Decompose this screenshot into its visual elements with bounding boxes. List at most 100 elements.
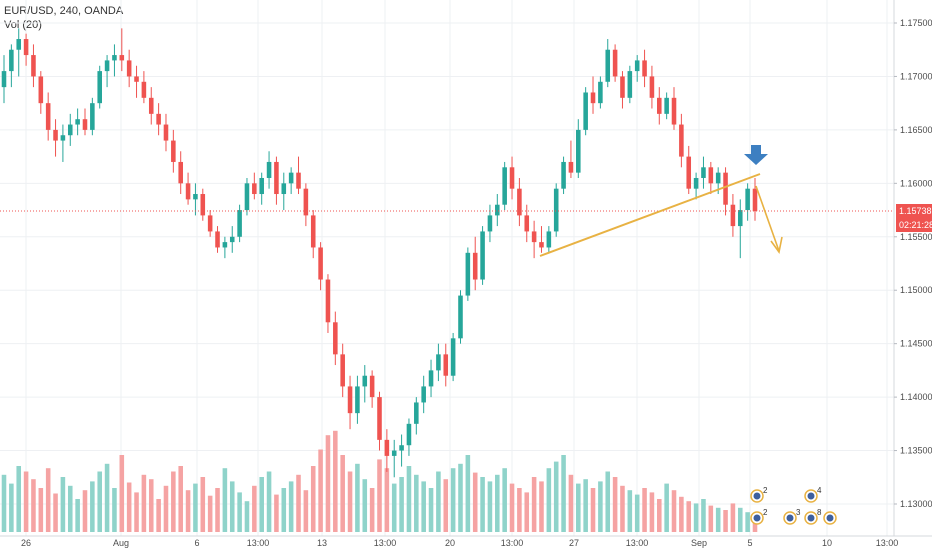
volume-bar	[620, 485, 625, 532]
event-count: 2	[763, 508, 768, 517]
volume-bar	[487, 481, 493, 532]
candle-body	[148, 97, 154, 114]
candle	[75, 108, 80, 136]
volume-bar	[414, 474, 419, 532]
candle	[657, 87, 662, 125]
candle	[229, 226, 235, 253]
candle-body	[627, 71, 633, 98]
candle	[355, 375, 360, 424]
candle-body	[472, 252, 478, 280]
candle	[303, 183, 309, 227]
volume-bar	[737, 507, 743, 532]
volume-bar	[708, 505, 714, 532]
candle	[686, 145, 692, 195]
candle-body	[45, 103, 51, 130]
candle-body	[384, 439, 390, 456]
candle	[465, 247, 471, 301]
volume-bar	[274, 494, 279, 532]
candle-body	[1, 71, 7, 88]
candle-body	[53, 129, 58, 141]
price-axis[interactable]: 1.17500 1.17000 1.16500 1.16000 1.15500 1.150…	[893, 0, 932, 536]
volume-bar	[178, 466, 183, 532]
volume-bar	[97, 471, 102, 532]
trendline[interactable]	[539, 173, 761, 257]
y-tick-label: 1.17000	[900, 71, 932, 81]
volume-bar	[723, 510, 728, 532]
candle-body	[612, 49, 618, 77]
candle	[443, 343, 449, 387]
candle	[406, 418, 412, 456]
candle-body	[200, 194, 206, 216]
candle-body	[752, 188, 758, 212]
price-tag-value: 1.15738	[899, 206, 932, 216]
candle	[414, 397, 419, 435]
candle-body	[355, 386, 360, 414]
volume-bar	[244, 501, 250, 532]
time-axis[interactable]: 26 Aug 6 13:00 13 13:00 20 13:00 27 13:00 Sep 5 10 13…	[0, 535, 932, 548]
candle	[193, 183, 198, 216]
candle	[119, 28, 125, 72]
candle	[200, 188, 206, 221]
candle	[215, 226, 220, 253]
candle	[708, 161, 714, 195]
candle	[38, 71, 44, 114]
y-tick-label: 1.14500	[900, 339, 932, 349]
volume-bar	[517, 488, 522, 532]
candle-body	[590, 92, 596, 104]
candle-body	[266, 161, 272, 178]
volume-bar	[1, 474, 7, 532]
candle	[553, 183, 559, 237]
volume-bar	[75, 499, 80, 532]
candle	[141, 71, 147, 104]
candle-body	[347, 386, 353, 414]
y-tick-label: 1.17500	[900, 18, 932, 28]
candle	[252, 172, 257, 200]
projection-arrow-line[interactable]	[755, 185, 780, 252]
candle-body	[362, 375, 368, 387]
candle	[82, 108, 88, 136]
volume-bar	[325, 435, 331, 532]
candle-body	[745, 188, 750, 211]
volume-bar	[686, 501, 692, 532]
chart-legend: EUR/USD, 240, OANDA Vol (20)	[4, 4, 123, 32]
candle-body	[708, 167, 714, 184]
x-tick-label: 13:00	[374, 538, 397, 548]
candle-body	[546, 231, 552, 248]
event-count: 3	[796, 508, 801, 517]
volume-bar	[266, 471, 272, 532]
candle	[531, 220, 537, 259]
candle	[436, 343, 441, 382]
volume-bar	[296, 474, 301, 532]
volume-bar	[745, 512, 750, 532]
candle-body	[134, 76, 139, 82]
candle	[428, 359, 434, 398]
volume-bar	[391, 483, 397, 532]
volume-bar	[458, 463, 463, 532]
candle-body	[288, 172, 294, 184]
candle-body	[281, 183, 287, 195]
candle-body	[237, 210, 242, 237]
x-tick-label: Aug	[113, 538, 129, 548]
candle-body	[318, 247, 323, 280]
event-flag-icon	[753, 492, 761, 500]
volume-bar	[156, 499, 161, 532]
volume-bar	[465, 455, 471, 532]
candle	[274, 156, 279, 205]
candle-body	[67, 124, 73, 136]
volume-bar	[90, 481, 95, 532]
candle	[509, 156, 515, 200]
candle	[737, 199, 743, 259]
volume-bar	[539, 481, 544, 532]
candle-body	[524, 215, 530, 232]
volume-indicator-label: Vol (20)	[4, 19, 42, 31]
symbol-title: EUR/USD, 240, OANDA	[4, 5, 124, 17]
x-tick-label: 13:00	[876, 538, 899, 548]
y-tick-label: 1.16500	[900, 125, 932, 135]
candle	[568, 140, 574, 178]
candle	[45, 92, 51, 141]
candle-body	[377, 397, 382, 440]
x-tick-label: 6	[194, 538, 199, 548]
event-count: 4	[817, 486, 822, 495]
volume-bar	[303, 490, 309, 532]
